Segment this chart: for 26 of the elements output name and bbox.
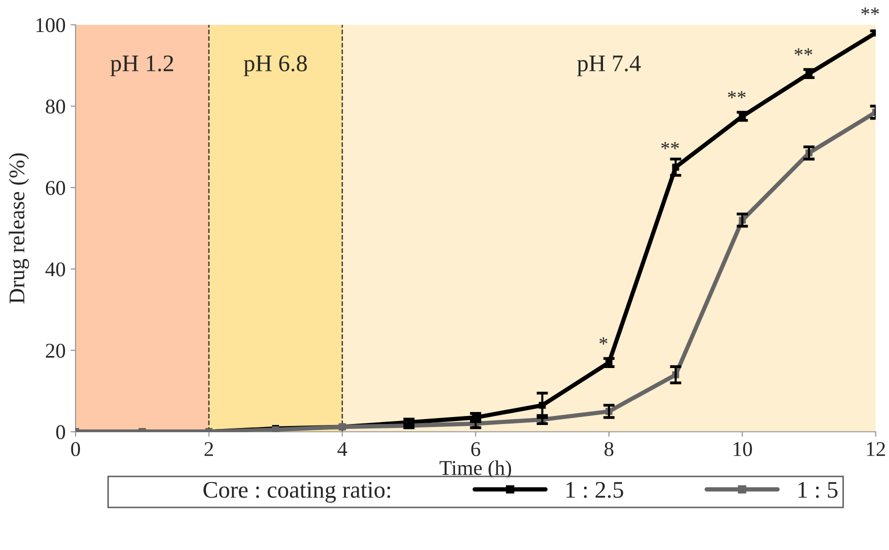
x-tick-label: 0 xyxy=(71,442,80,456)
annotation: ** xyxy=(728,91,746,98)
legend-label: 1 : 2.5 xyxy=(566,482,624,498)
band-label: pH 6.8 xyxy=(244,55,307,76)
x-tick-label: 4 xyxy=(337,442,348,456)
y-tick-label: 60 xyxy=(46,180,66,195)
annotation: ** xyxy=(861,8,879,15)
x-tick-label: 10 xyxy=(734,442,752,456)
annotation: ** xyxy=(794,48,812,56)
band-label: pH 7.4 xyxy=(577,56,641,76)
x-tick-label: 2 xyxy=(204,442,213,456)
y-tick-label: 20 xyxy=(46,344,66,358)
annotation: * xyxy=(600,337,608,344)
annotation: ** xyxy=(661,142,679,150)
band-label: pH 1.2 xyxy=(110,55,174,76)
y-tick-label: 100 xyxy=(36,18,66,32)
y-tick-label: 0 xyxy=(56,425,66,440)
x-tick-label: 6 xyxy=(471,442,480,456)
x-tick-label: 12 xyxy=(867,442,885,456)
y-tick-label: 80 xyxy=(46,100,66,114)
y-axis-title: Drug release (%) xyxy=(8,153,30,304)
x-tick-label: 8 xyxy=(604,442,614,456)
legend-title: Core : coating ratio: xyxy=(204,482,390,503)
x-axis-title: Time (h) xyxy=(440,460,512,480)
y-tick-label: 40 xyxy=(45,262,66,276)
legend-label: 1 : 5 xyxy=(798,482,838,498)
